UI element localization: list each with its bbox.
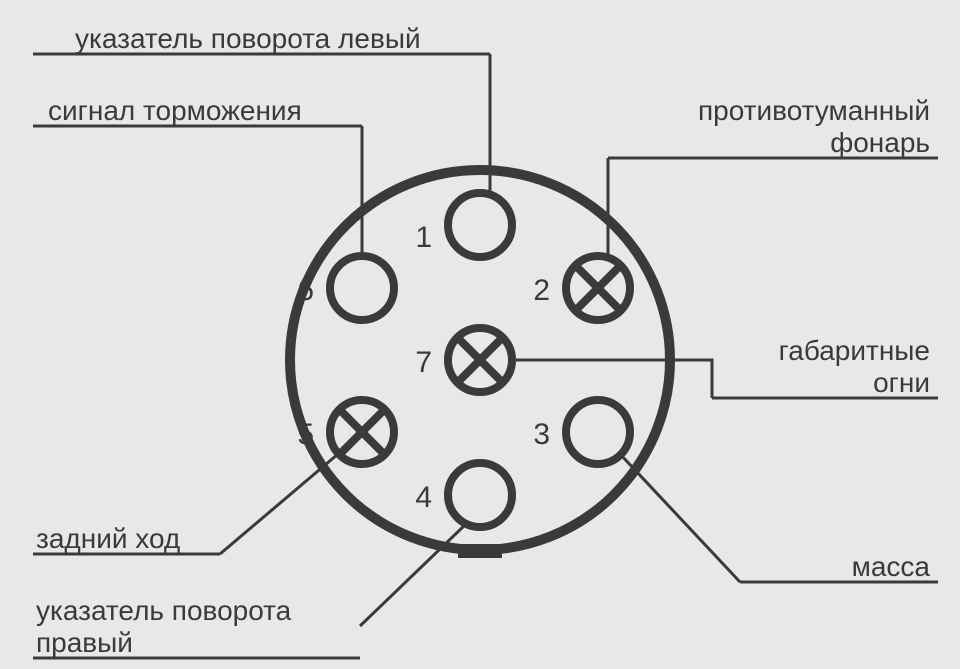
pin-6-number: 6 [297, 274, 314, 307]
callout-marker-lights-text-0: габаритные [779, 335, 930, 366]
pin-6-ring [330, 256, 394, 320]
connector-diagram: 1 2 3 4 5 6 7 указатель поворота левый сигнал т… [0, 0, 960, 669]
pin-3-ring [566, 400, 630, 464]
pin-1-ring [448, 193, 512, 257]
pin-2-number: 2 [533, 274, 550, 307]
callout-left-turn-text-0: указатель поворота левый [75, 23, 421, 54]
pin-5-number: 5 [297, 418, 314, 451]
connector-notch [458, 544, 502, 558]
callout-right-turn-text-0: указатель поворота [36, 595, 292, 626]
pin-3-number: 3 [533, 418, 550, 451]
callout-ground-text-0: масса [852, 551, 931, 582]
pin-7-number: 7 [415, 346, 432, 379]
callout-right-turn-text-1: правый [36, 627, 133, 658]
callout-marker-lights-text-1: огни [873, 367, 930, 398]
pin-4-ring [448, 463, 512, 527]
pin-1-number: 1 [415, 221, 432, 254]
callout-fog-text-1: фонарь [830, 127, 930, 158]
callout-brake-text-0: сигнал торможения [48, 95, 302, 126]
pin-4-number: 4 [415, 481, 432, 514]
callout-fog-text-0: противотуманный [698, 95, 930, 126]
callout-reverse-text-0: задний ход [36, 523, 180, 554]
